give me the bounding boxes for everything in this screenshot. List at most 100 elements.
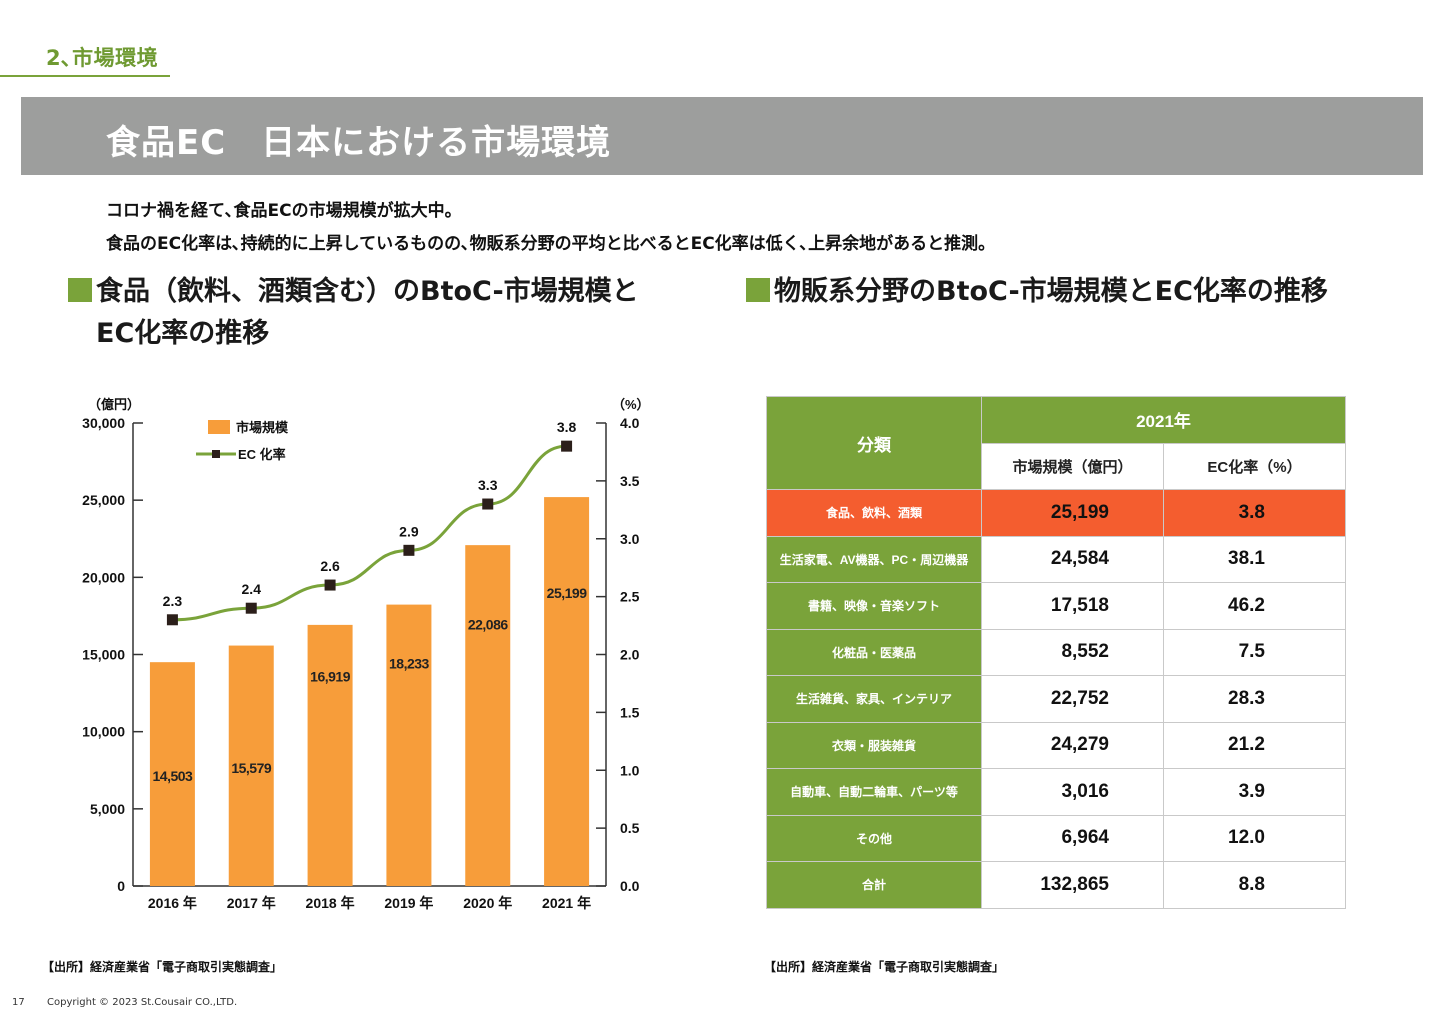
table-cell-category: 衣類・服装雑貨 xyxy=(766,721,982,769)
table-row: 自動車、自動二輪車、パーツ等 3,016 3.9 xyxy=(766,768,1346,816)
left-axis-unit: （億円） xyxy=(88,397,140,412)
table-cell-rate: 12.0 xyxy=(1163,814,1346,862)
bar xyxy=(386,604,432,886)
table-cell-rate: 3.8 xyxy=(1163,489,1346,537)
page-number: 17 xyxy=(12,997,25,1008)
section-underline xyxy=(0,75,170,77)
left-heading-line-1: 食品（飲料、酒類含む）のBtoC-市場規模と xyxy=(96,276,639,307)
table-cell-size: 8,552 xyxy=(981,628,1164,676)
table-cell-rate: 21.2 xyxy=(1163,721,1346,769)
x-tick-label: 2019 年 xyxy=(384,895,433,911)
table-cell-category: 生活家電、AV機器、PC・周辺機器 xyxy=(766,535,982,583)
legend-line-label: EC 化率 xyxy=(238,447,286,462)
x-tick-label: 2018 年 xyxy=(306,895,355,911)
table-header-rate: EC化率（%） xyxy=(1163,442,1346,490)
left-tick-label: 5,000 xyxy=(90,801,125,817)
table-row: 合計 132,865 8.8 xyxy=(766,861,1346,909)
table-row: 衣類・服装雑貨 24,279 21.2 xyxy=(766,721,1346,769)
bar-value-label: 18,233 xyxy=(389,656,430,672)
right-heading-text: 物販系分野のBtoC-市場規模とEC化率の推移 xyxy=(774,276,1328,307)
legend-bar-swatch xyxy=(208,420,230,434)
source-right: 【出所】経済産業省「電子商取引実態調査」 xyxy=(764,960,1005,974)
legend-bar-label: 市場規模 xyxy=(236,420,289,435)
table-cell-size: 6,964 xyxy=(981,814,1164,862)
left-tick-label: 25,000 xyxy=(82,492,125,508)
right-tick-label: 2.0 xyxy=(620,647,640,663)
right-tick-label: 0.0 xyxy=(620,878,640,894)
right-tick-label: 3.0 xyxy=(620,531,640,547)
table-row: その他 6,964 12.0 xyxy=(766,814,1346,862)
legend-line-marker xyxy=(212,450,220,458)
right-tick-label: 2.5 xyxy=(620,589,640,605)
table-cell-rate: 38.1 xyxy=(1163,535,1346,583)
heading-square-icon xyxy=(68,278,92,302)
table-cell-size: 24,279 xyxy=(981,721,1164,769)
bar xyxy=(307,624,353,886)
left-tick-label: 20,000 xyxy=(82,569,125,585)
right-tick-label: 1.5 xyxy=(620,704,640,720)
bar xyxy=(149,662,195,886)
lead-line-1: コロナ禍を経て､食品ECの市場規模が拡大中。 xyxy=(106,201,462,221)
bar xyxy=(228,645,274,886)
left-heading-line-2: EC化率の推移 xyxy=(96,318,270,349)
left-heading: 食品（飲料、酒類含む）のBtoC-市場規模と EC化率の推移 xyxy=(68,271,639,355)
table-cell-size: 24,584 xyxy=(981,535,1164,583)
page-title: 食品EC 日本における市場環境 xyxy=(106,123,612,163)
table-cell-category: 自動車、自動二輪車、パーツ等 xyxy=(766,768,982,816)
table-cell-category: 生活雑貨、家具、インテリア xyxy=(766,675,982,723)
table-cell-category: 書籍、映像・音楽ソフト xyxy=(766,582,982,630)
table-row: 化粧品・医薬品 8,552 7.5 xyxy=(766,628,1346,676)
table-cell-rate: 46.2 xyxy=(1163,582,1346,630)
right-axis-unit: （%） xyxy=(612,397,650,412)
left-tick-label: 15,000 xyxy=(82,647,125,663)
ec-rate-label: 3.8 xyxy=(557,419,577,435)
right-tick-label: 3.5 xyxy=(620,473,640,489)
table-cell-size: 17,518 xyxy=(981,582,1164,630)
table-cell-size: 22,752 xyxy=(981,675,1164,723)
table-cell-category: 化粧品・医薬品 xyxy=(766,628,982,676)
table-header-year: 2021年 xyxy=(981,396,1346,444)
ec-rate-point xyxy=(403,544,415,556)
right-tick-label: 1.0 xyxy=(620,762,640,778)
bar-value-label: 14,503 xyxy=(153,768,194,784)
right-tick-label: 4.0 xyxy=(620,415,640,431)
lead-line-2: 食品のEC化率は､持続的に上昇しているものの､物販系分野の平均と比べるとEC化率… xyxy=(106,234,996,254)
ec-rate-label: 3.3 xyxy=(478,477,498,493)
bar-value-label: 15,579 xyxy=(231,760,272,776)
right-tick-label: 0.5 xyxy=(620,820,640,836)
bar-value-label: 22,086 xyxy=(468,616,509,632)
table-cell-size: 132,865 xyxy=(981,861,1164,909)
bar-value-label: 25,199 xyxy=(547,585,588,601)
table-cell-rate: 8.8 xyxy=(1163,861,1346,909)
table-cell-category: 食品、飲料、酒類 xyxy=(766,489,982,537)
x-tick-label: 2016 年 xyxy=(148,895,197,911)
table-cell-rate: 28.3 xyxy=(1163,675,1346,723)
ec-rate-label: 2.9 xyxy=(399,523,419,539)
table-cell-rate: 3.9 xyxy=(1163,768,1346,816)
bar-value-label: 16,919 xyxy=(310,668,351,684)
ec-rate-point xyxy=(482,498,494,510)
ec-rate-label: 2.4 xyxy=(242,581,262,597)
table-header-category: 分類 xyxy=(766,396,982,490)
section-label: 2､市場環境 xyxy=(46,46,159,70)
ec-rate-table: 分類 2021年 市場規模（億円） EC化率（%） 食品、飲料、酒類 25,199… xyxy=(766,396,1346,909)
left-tick-label: 30,000 xyxy=(82,415,125,431)
left-tick-label: 10,000 xyxy=(82,724,125,740)
table-row: 書籍、映像・音楽ソフト 17,518 46.2 xyxy=(766,582,1346,630)
ec-rate-point xyxy=(324,579,336,591)
ec-rate-point xyxy=(561,440,573,452)
table-row: 食品、飲料、酒類 25,199 3.8 xyxy=(766,489,1346,537)
source-left: 【出所】経済産業省「電子商取引実態調査」 xyxy=(42,960,283,974)
table-cell-category: その他 xyxy=(766,814,982,862)
bar xyxy=(544,497,590,886)
copyright: Copyright © 2023 St.Cousair CO.,LTD. xyxy=(47,997,238,1008)
heading-square-icon xyxy=(746,278,770,302)
x-tick-label: 2021 年 xyxy=(542,895,591,911)
ec-rate-point xyxy=(245,602,257,614)
ec-rate-label: 2.6 xyxy=(320,558,340,574)
table-cell-rate: 7.5 xyxy=(1163,628,1346,676)
table-cell-size: 3,016 xyxy=(981,768,1164,816)
ec-rate-point xyxy=(166,614,178,626)
ec-rate-label: 2.3 xyxy=(163,593,183,609)
x-tick-label: 2020 年 xyxy=(463,895,512,911)
